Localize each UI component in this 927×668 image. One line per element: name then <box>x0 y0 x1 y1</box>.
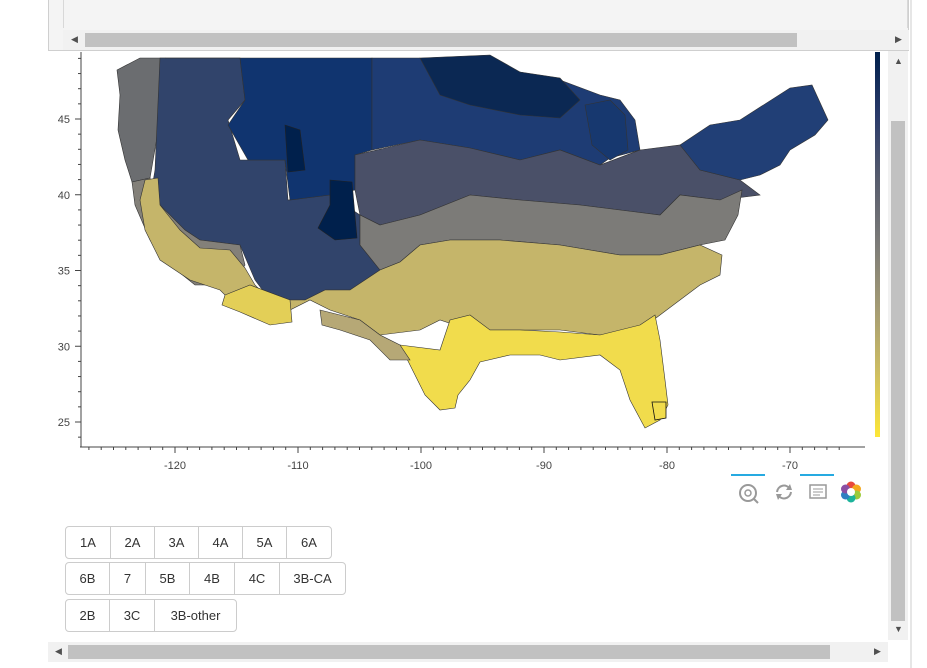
scrollbar-thumb[interactable] <box>891 121 905 621</box>
x-tick-label: -80 <box>659 460 675 472</box>
x-tick-label: -120 <box>164 460 186 472</box>
y-tick-label: 35 <box>58 266 70 278</box>
scroll-right-arrow-icon[interactable]: ▶ <box>874 646 881 656</box>
active-indicator <box>731 474 765 476</box>
zone-button[interactable]: 4B <box>189 562 235 595</box>
frame-edge <box>910 0 912 668</box>
zone-button[interactable]: 3C <box>109 599 155 632</box>
scroll-right-arrow-icon[interactable]: ▶ <box>895 34 902 44</box>
zone-button[interactable]: 2A <box>110 526 155 559</box>
reset-tool[interactable] <box>772 480 796 504</box>
panel-divider <box>63 0 64 28</box>
top-output-panel: ◀ ▶ <box>48 0 909 51</box>
y-axis-ticks: 45 40 35 30 25 <box>58 57 81 438</box>
active-indicator <box>800 474 834 476</box>
wheel-zoom-tool[interactable] <box>731 474 765 504</box>
zone-button[interactable]: 3B-other <box>154 599 237 632</box>
zone-button[interactable]: 4A <box>198 526 243 559</box>
scroll-down-arrow-icon[interactable]: ▼ <box>894 624 903 634</box>
zone-region[interactable] <box>399 314 669 429</box>
bokeh-logo-icon <box>841 481 861 503</box>
scrollbar-thumb[interactable] <box>85 33 797 47</box>
reset-icon <box>776 484 792 500</box>
zone-button[interactable]: 1A <box>65 526 111 559</box>
y-tick-label: 40 <box>58 190 70 202</box>
zone-button-row-1: 1A 2A 3A 4A 5A 6A <box>65 526 332 559</box>
y-tick-label: 45 <box>58 114 70 126</box>
x-tick-label: -110 <box>287 460 308 472</box>
zone-region[interactable] <box>679 84 829 181</box>
y-tick-label: 30 <box>58 341 70 353</box>
zone-region[interactable] <box>284 124 306 173</box>
zone-button[interactable]: 3A <box>154 526 199 559</box>
vertical-scrollbar[interactable]: ▲ ▼ <box>888 51 908 640</box>
scroll-left-arrow-icon[interactable]: ◀ <box>71 34 78 44</box>
x-axis-ticks: -120 -110 -100 -90 -80 -70 <box>88 447 840 472</box>
zone-region[interactable] <box>221 284 293 326</box>
scroll-up-arrow-icon[interactable]: ▲ <box>894 56 903 66</box>
zone-button-row-2: 6B 7 5B 4B 4C 3B-CA <box>65 562 346 595</box>
zone-button[interactable]: 6B <box>65 562 110 595</box>
zone-button[interactable]: 7 <box>109 562 146 595</box>
zone-button[interactable]: 5A <box>242 526 287 559</box>
colorbar <box>875 52 880 437</box>
wheel-zoom-icon <box>739 484 759 504</box>
zone-button-row-3: 2B 3C 3B-other <box>65 599 237 632</box>
hover-tooltip-icon <box>809 484 827 499</box>
bottom-horizontal-scrollbar[interactable]: ◀ ▶ <box>48 642 888 662</box>
x-tick-label: -100 <box>410 460 432 472</box>
zone-region[interactable] <box>419 54 581 119</box>
zone-button[interactable]: 6A <box>286 526 332 559</box>
hover-tool[interactable] <box>800 474 834 504</box>
bokeh-logo[interactable] <box>839 480 863 504</box>
zone-region[interactable] <box>319 309 411 361</box>
top-horizontal-scrollbar[interactable]: ◀ ▶ <box>63 30 909 50</box>
panel-divider <box>907 0 908 28</box>
zone-button[interactable]: 2B <box>65 599 110 632</box>
scroll-left-arrow-icon[interactable]: ◀ <box>55 646 62 656</box>
climate-zone-map[interactable] <box>116 54 829 429</box>
zone-region[interactable] <box>584 99 629 161</box>
scrollbar-thumb[interactable] <box>68 645 830 659</box>
zone-button[interactable]: 5B <box>145 562 190 595</box>
zone-button[interactable]: 4C <box>234 562 280 595</box>
zone-region[interactable] <box>317 179 358 241</box>
zone-region[interactable] <box>651 401 667 421</box>
x-tick-label: -90 <box>536 460 552 472</box>
zone-button[interactable]: 3B-CA <box>279 562 346 595</box>
x-tick-label: -70 <box>782 460 798 472</box>
map-plot[interactable]: -120 -110 -100 -90 -80 -70 45 40 35 30 25 <box>0 0 880 478</box>
y-tick-label: 25 <box>58 417 70 429</box>
